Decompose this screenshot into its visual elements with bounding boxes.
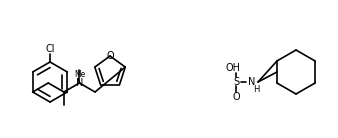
Text: N: N bbox=[248, 77, 256, 87]
Text: Cl: Cl bbox=[45, 44, 55, 54]
Text: S: S bbox=[233, 77, 239, 87]
Text: O: O bbox=[106, 51, 114, 61]
Text: OH: OH bbox=[225, 63, 241, 73]
Text: H: H bbox=[253, 86, 259, 95]
Text: Me: Me bbox=[74, 70, 85, 79]
Text: O: O bbox=[232, 92, 240, 102]
Text: N: N bbox=[76, 78, 83, 88]
